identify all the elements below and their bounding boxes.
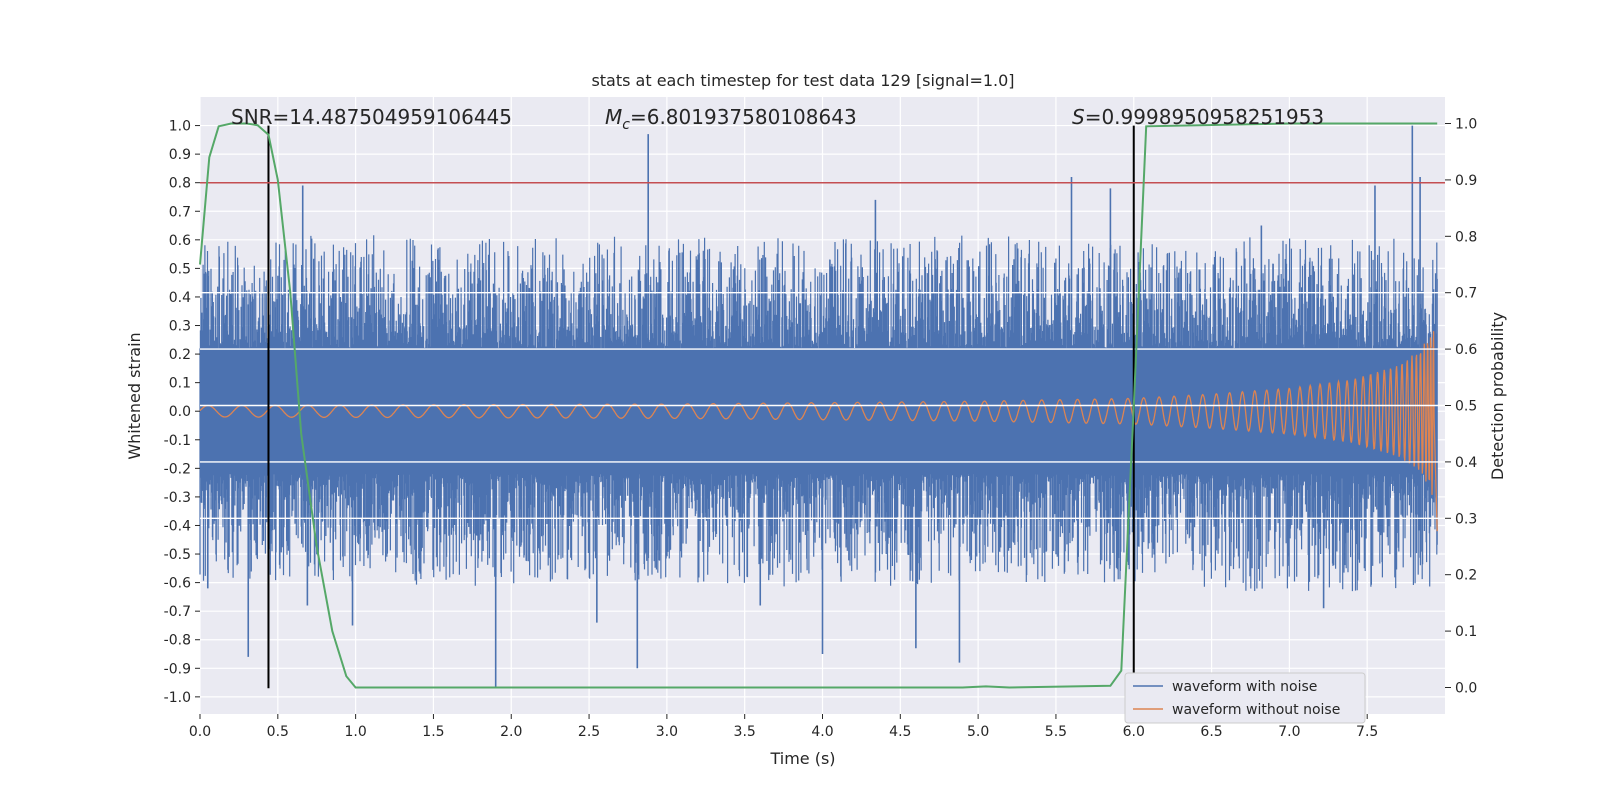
y-tick-label: -0.3 — [164, 490, 191, 506]
y-tick-label: 0.8 — [169, 176, 191, 192]
y-tick-label: -0.9 — [164, 661, 191, 677]
y2-tick-label: 0.8 — [1455, 229, 1477, 245]
y2-axis-label: Detection probability — [1488, 312, 1507, 480]
x-tick-label: 4.5 — [889, 724, 911, 740]
s-value: =0.9998950958251953 — [1085, 105, 1324, 129]
x-tick-label: 7.5 — [1356, 724, 1378, 740]
y2-tick-label: 1.0 — [1455, 117, 1477, 133]
y2-tick-label: 0.5 — [1455, 399, 1477, 415]
x-tick-label: 7.0 — [1278, 724, 1300, 740]
chart-title: stats at each timestep for test data 129… — [591, 71, 1014, 90]
snr-annotation: SNR=14.487504959106445 — [231, 105, 512, 129]
y2-tick-label: 0.3 — [1455, 511, 1477, 527]
y-tick-label: 0.2 — [169, 347, 191, 363]
x-tick-label: 1.0 — [344, 724, 366, 740]
y-tick-label: 0.6 — [169, 233, 191, 249]
x-tick-label: 0.0 — [189, 724, 211, 740]
x-tick-label: 1.5 — [422, 724, 444, 740]
probability-trace — [199, 122, 1438, 689]
y-tick-label: -0.2 — [164, 461, 191, 477]
legend: waveform with noise waveform without noi… — [1124, 672, 1366, 724]
y2-tick-label: 0.1 — [1455, 624, 1477, 640]
series-waveform-with-noise — [199, 125, 1438, 689]
y2-tick-label: 0.9 — [1455, 173, 1477, 189]
y2-tick-label: 0.4 — [1455, 455, 1477, 471]
y-tick-label: 1.0 — [169, 119, 191, 135]
x-tick-label: 2.5 — [578, 724, 600, 740]
y-tick-label: 0.5 — [169, 261, 191, 277]
y-tick-label: -0.4 — [164, 518, 191, 534]
mc-value: =6.801937580108643 — [630, 105, 857, 129]
y2-tick-label: 0.2 — [1455, 568, 1477, 584]
y-tick-label: 0.0 — [169, 404, 191, 420]
y-tick-label: 0.3 — [169, 319, 191, 335]
x-tick-label: 6.0 — [1123, 724, 1145, 740]
y2-tick-label: 0.0 — [1455, 680, 1477, 696]
y2-tick-label: 0.6 — [1455, 342, 1477, 358]
y-tick-label: 0.7 — [169, 204, 191, 220]
series-detection-probability — [199, 122, 1438, 689]
x-tick-label: 5.0 — [967, 724, 989, 740]
x-tick-label: 3.0 — [656, 724, 678, 740]
y-tick-label: -0.6 — [164, 576, 191, 592]
s-symbol: S — [1072, 105, 1085, 129]
legend-label-noise: waveform with noise — [1172, 679, 1317, 695]
x-tick-label: 4.0 — [811, 724, 833, 740]
x-tick-label: 2.0 — [500, 724, 522, 740]
x-tick-label: 5.5 — [1045, 724, 1067, 740]
axis-ticks: 0.0 0.5 1.0 1.5 2.0 2.5 3.0 3.5 4.0 4.5 5.0 5.5 6.0 6… — [164, 117, 1478, 740]
mc-subscript: c — [622, 117, 630, 133]
mc-symbol: M — [605, 105, 622, 129]
y2-tick-label: 0.7 — [1455, 286, 1477, 302]
y-tick-label: -0.1 — [164, 433, 191, 449]
chirp-mass-annotation: Mc=6.801937580108643 — [605, 105, 857, 133]
score-annotation: S=0.9998950958251953 — [1072, 105, 1324, 129]
y-tick-label: 0.4 — [169, 290, 191, 306]
x-tick-label: 3.5 — [734, 724, 756, 740]
noise-core-band — [200, 354, 1438, 469]
legend-box — [1124, 672, 1366, 724]
y-axis-label: Whitened strain — [125, 332, 144, 459]
y-tick-label: -0.5 — [164, 547, 191, 563]
x-axis-label: Time (s) — [769, 749, 835, 768]
y-tick-label: 0.1 — [169, 376, 191, 392]
x-tick-label: 6.5 — [1200, 724, 1222, 740]
y-tick-label: -0.8 — [164, 633, 191, 649]
horizontal-grid-overlay — [200, 292, 1445, 519]
y-tick-label: -1.0 — [164, 690, 191, 706]
legend-label-clean: waveform without noise — [1172, 702, 1340, 718]
y-tick-label: 0.9 — [169, 147, 191, 163]
y-tick-label: -0.7 — [164, 604, 191, 620]
x-tick-label: 0.5 — [267, 724, 289, 740]
